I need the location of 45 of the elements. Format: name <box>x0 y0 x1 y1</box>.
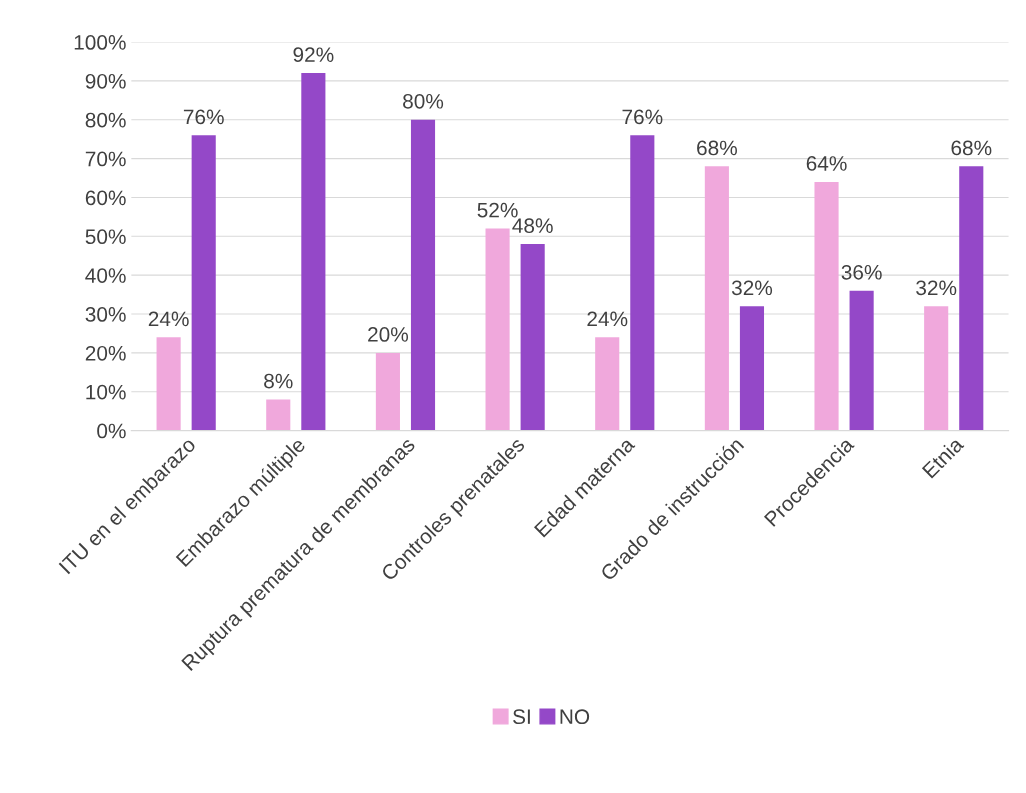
bar <box>410 119 436 431</box>
bar <box>814 181 839 431</box>
bar <box>959 166 984 431</box>
data-label: 32% <box>731 280 773 296</box>
data-label: 92% <box>293 47 334 63</box>
bar <box>156 337 181 431</box>
bar <box>301 73 326 431</box>
data-label: 8% <box>264 373 293 389</box>
bar <box>375 352 400 431</box>
y-tick-label: 70% <box>85 151 126 167</box>
bar <box>266 399 291 431</box>
y-tick-label: 90% <box>85 73 126 89</box>
bar <box>704 166 729 431</box>
y-tick-label: 100% <box>74 35 126 50</box>
y-tick-label: 40% <box>85 268 126 283</box>
data-label: 68% <box>697 140 737 156</box>
y-tick-label: 0% <box>97 423 126 439</box>
data-label: 24% <box>148 311 189 327</box>
bar <box>849 290 874 431</box>
data-label: 76% <box>622 109 663 125</box>
bar <box>924 306 949 431</box>
data-label: 68% <box>951 140 992 156</box>
data-label: 36% <box>841 264 882 280</box>
y-tick-label: 10% <box>86 384 126 400</box>
bar <box>520 244 545 431</box>
legend-label: SI <box>513 709 530 725</box>
y-tick-label: 50% <box>85 229 126 245</box>
data-label: 80% <box>403 93 444 109</box>
y-tick-label: 20% <box>85 345 126 361</box>
bar <box>191 135 216 431</box>
y-tick-label: 80% <box>85 112 126 128</box>
data-label: 32% <box>916 280 957 296</box>
data-label: 64% <box>806 156 847 171</box>
data-label: 48% <box>512 218 553 234</box>
bar <box>485 228 510 431</box>
bar <box>630 135 655 431</box>
data-label: 76% <box>183 109 224 125</box>
y-tick-label: 60% <box>85 190 126 206</box>
data-label: 20% <box>368 327 409 342</box>
y-tick-label: 30% <box>85 307 126 322</box>
data-label: 52% <box>477 202 518 218</box>
data-label: 24% <box>587 311 628 327</box>
bar <box>595 337 620 431</box>
legend-label: NO <box>560 709 590 725</box>
bar <box>739 306 765 431</box>
